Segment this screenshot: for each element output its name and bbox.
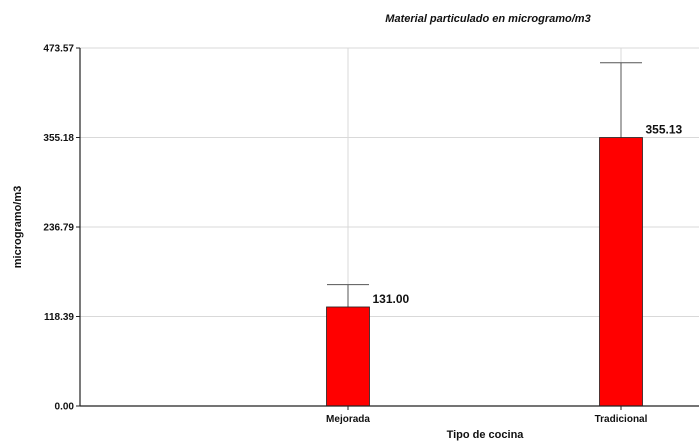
y-tick-label: 118.39 xyxy=(44,312,74,323)
grid xyxy=(80,47,699,318)
y-tick-label: 473.57 xyxy=(43,44,74,55)
y-tick-labels: 0.00 118.39 236.79 355.18 473.57 xyxy=(43,44,80,413)
x-tick-labels: Mejorada Tradicional xyxy=(326,406,648,425)
y-tick-label: 355.18 xyxy=(43,133,74,144)
bar-tradicional xyxy=(599,137,643,407)
x-axis-title: Tipo de cocina xyxy=(447,429,525,441)
data-label-tradicional: 355.13 xyxy=(646,123,683,137)
y-axis-title: microgramo/m3 xyxy=(12,186,24,269)
data-labels: 131.00 355.13 xyxy=(373,123,683,306)
y-tick-label: 0.00 xyxy=(55,402,75,413)
x-tick-label-tradicional: Tradicional xyxy=(595,414,648,425)
bars xyxy=(326,137,643,407)
y-tick-label: 236.79 xyxy=(43,222,74,233)
data-label-mejorada: 131.00 xyxy=(373,292,410,306)
bar-mejorada xyxy=(326,306,370,407)
chart-title: Material particulado en microgramo/m3 xyxy=(385,13,590,25)
error-bars xyxy=(327,62,642,307)
x-tick-label-mejorada: Mejorada xyxy=(326,414,370,425)
